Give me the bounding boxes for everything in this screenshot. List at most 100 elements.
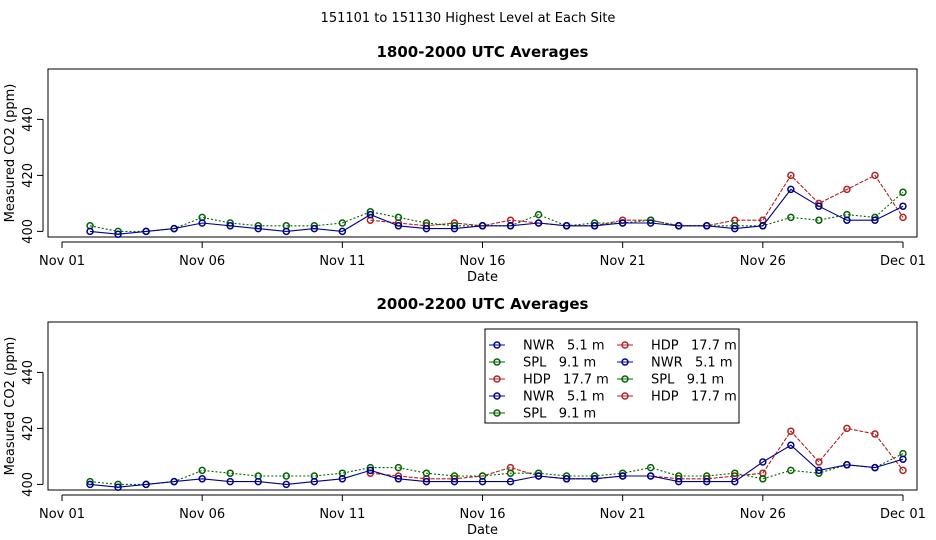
data-point-nwr	[843, 216, 851, 224]
data-point-nwr	[815, 202, 823, 210]
x-tick-label: Dec 01	[880, 507, 926, 522]
x-tick-label: Nov 16	[459, 507, 505, 522]
y-tick-label: 440	[21, 360, 36, 385]
data-point-spl	[506, 469, 515, 477]
data-point-spl	[815, 216, 823, 224]
x-axis-label: Date	[467, 523, 498, 538]
data-point-spl	[899, 188, 907, 196]
data-point-nwr	[86, 480, 94, 489]
data-point-spl	[198, 466, 206, 475]
panel-2000-2200: 2000-2200 UTC Averages Nov 01 Nov 06 Nov 11…	[3, 295, 926, 538]
legend-marker	[493, 392, 501, 400]
legend-marker	[493, 375, 501, 383]
data-point-nwr	[590, 475, 599, 483]
series-line-hdp	[370, 174, 904, 227]
data-point-nwr	[142, 227, 150, 236]
data-point-nwr	[254, 477, 262, 486]
plot-frame	[47, 68, 918, 238]
data-point-spl	[338, 219, 347, 227]
data-point-nwr	[226, 477, 234, 486]
legend-label: HDP 17.7 m	[523, 373, 609, 388]
data-point-nwr	[394, 475, 403, 483]
series-line-nwr	[89, 188, 904, 235]
data-point-nwr	[506, 477, 515, 486]
data-point-hdp	[871, 430, 879, 438]
data-point-nwr	[226, 222, 234, 230]
legend-marker	[621, 341, 629, 349]
y-tick-label: 420	[21, 416, 36, 441]
panel-1800-2000: 1800-2000 UTC Averages Nov 01 Nov 06 Nov 11…	[3, 43, 926, 285]
data-point-nwr	[899, 455, 907, 463]
data-point-nwr	[759, 222, 767, 230]
x-tick-label: Nov 01	[39, 507, 85, 522]
chart-title: 1800-2000 UTC Averages	[377, 43, 589, 61]
data-point-nwr	[787, 185, 795, 194]
x-tick-label: Nov 16	[459, 254, 505, 269]
y-axis-label: Measured CO2 (ppm)	[3, 337, 18, 476]
data-point-nwr	[310, 477, 319, 486]
page-title: 151101 to 151130 Highest Level at Each S…	[321, 11, 616, 26]
data-point-hdp	[899, 466, 907, 475]
data-point-hdp	[871, 171, 879, 180]
data-point-nwr	[338, 227, 347, 236]
data-point-nwr	[674, 222, 683, 230]
data-point-nwr	[422, 224, 431, 233]
data-point-nwr	[310, 224, 319, 233]
data-point-spl	[646, 463, 655, 472]
data-point-nwr	[198, 219, 206, 227]
plot-frame	[47, 321, 918, 491]
data-point-nwr	[703, 477, 711, 486]
legend-marker	[493, 358, 501, 366]
data-point-nwr	[366, 210, 375, 219]
data-point-nwr	[170, 224, 178, 233]
x-tick-label: Nov 11	[319, 507, 365, 522]
data-point-nwr	[731, 477, 739, 486]
data-point-nwr	[787, 441, 795, 449]
x-tick-label: Nov 06	[179, 254, 225, 269]
x-tick-label: Nov 21	[600, 507, 646, 522]
data-point-nwr	[170, 477, 178, 486]
data-point-nwr	[254, 224, 262, 233]
data-point-spl	[731, 469, 739, 477]
data-point-nwr	[646, 472, 655, 480]
y-tick-label: 440	[21, 107, 36, 132]
series-line-spl	[89, 453, 904, 485]
data-point-nwr	[731, 224, 739, 233]
data-point-nwr	[478, 222, 487, 230]
data-point-nwr	[142, 480, 150, 489]
data-point-nwr	[899, 202, 907, 210]
legend-marker	[493, 341, 501, 349]
data-point-nwr	[282, 480, 291, 489]
data-point-nwr	[450, 477, 459, 486]
legend-label: SPL 9.1 m	[523, 407, 596, 422]
x-tick-label: Dec 01	[880, 254, 926, 269]
data-point-nwr	[506, 222, 515, 230]
data-point-spl	[394, 213, 403, 222]
chart-title: 2000-2200 UTC Averages	[377, 295, 589, 313]
legend-marker	[621, 358, 629, 366]
x-tick-label: Nov 06	[179, 507, 225, 522]
data-point-spl	[787, 213, 795, 222]
legend-marker	[621, 375, 629, 383]
data-point-hdp	[899, 213, 907, 222]
data-point-nwr	[478, 477, 487, 486]
legend-marker	[621, 392, 629, 400]
data-point-nwr	[534, 219, 543, 227]
x-tick-label: Nov 26	[740, 507, 786, 522]
y-tick-label: 400	[21, 219, 36, 244]
data-point-nwr	[759, 458, 767, 466]
data-point-nwr	[646, 219, 655, 227]
data-point-nwr	[618, 472, 627, 480]
legend-label: NWR 5.1 m	[651, 356, 732, 371]
data-point-nwr	[450, 224, 459, 233]
data-point-spl	[422, 469, 431, 477]
x-tick-label: Nov 11	[319, 254, 365, 269]
series-line-hdp	[370, 427, 904, 480]
data-point-nwr	[394, 222, 403, 230]
y-tick-label: 400	[21, 472, 36, 497]
data-point-nwr	[703, 222, 711, 230]
data-point-nwr	[843, 461, 851, 469]
data-point-spl	[759, 475, 767, 483]
data-point-nwr	[282, 227, 291, 236]
data-point-hdp	[843, 424, 851, 433]
